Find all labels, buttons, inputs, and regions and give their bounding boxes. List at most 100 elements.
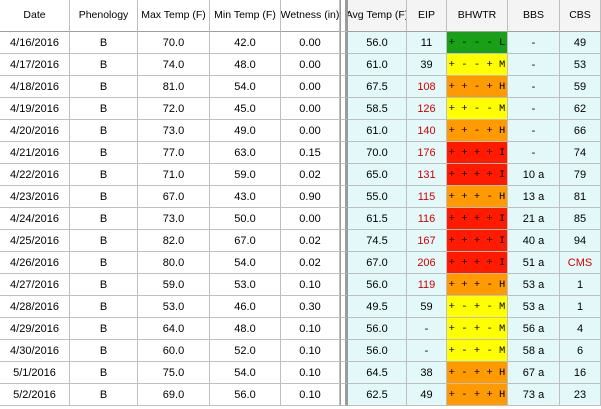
column-splitter[interactable] (340, 98, 348, 120)
cbs-cell: 85 (560, 208, 601, 230)
date-cell: 4/24/2016 (0, 208, 70, 230)
bbs-cell: 40 a (508, 230, 560, 252)
header-bhwtr[interactable]: BHWTR (447, 0, 508, 32)
bhwtr-cell: + + + - H (447, 274, 508, 296)
phenology-cell: B (70, 164, 138, 186)
max-temp-cell: 71.0 (138, 164, 210, 186)
header-cbs[interactable]: CBS (560, 0, 601, 32)
min-temp-cell: 52.0 (210, 340, 281, 362)
max-temp-cell: 64.0 (138, 318, 210, 340)
header-min-temp[interactable]: Min Temp (F) (210, 0, 281, 32)
column-splitter[interactable] (340, 208, 348, 230)
date-cell: 4/25/2016 (0, 230, 70, 252)
phenology-cell: B (70, 362, 138, 384)
avg-temp-cell: 56.0 (348, 340, 407, 362)
column-splitter[interactable] (340, 230, 348, 252)
eip-cell: 115 (407, 186, 447, 208)
bbs-cell: - (508, 98, 560, 120)
column-splitter[interactable] (340, 362, 348, 384)
column-splitter[interactable] (340, 252, 348, 274)
cbs-cell: 53 (560, 54, 601, 76)
column-splitter[interactable] (340, 120, 348, 142)
min-temp-cell: 48.0 (210, 54, 281, 76)
avg-temp-cell: 61.0 (348, 54, 407, 76)
phenology-cell: B (70, 32, 138, 54)
phenology-cell: B (70, 274, 138, 296)
avg-temp-cell: 74.5 (348, 230, 407, 252)
column-splitter[interactable] (340, 186, 348, 208)
wetness-cell: 0.00 (281, 208, 340, 230)
eip-cell: 59 (407, 296, 447, 318)
header-bbs[interactable]: BBS (508, 0, 560, 32)
max-temp-cell: 73.0 (138, 208, 210, 230)
min-temp-cell: 67.0 (210, 230, 281, 252)
eip-cell: - (407, 340, 447, 362)
wetness-cell: 0.10 (281, 340, 340, 362)
column-splitter[interactable] (340, 340, 348, 362)
bbs-cell: 10 a (508, 164, 560, 186)
cbs-cell: 59 (560, 76, 601, 98)
bhwtr-cell: + - - - L (447, 32, 508, 54)
avg-temp-cell: 62.5 (348, 384, 407, 406)
eip-cell: 167 (407, 230, 447, 252)
bhwtr-cell: + + + + I (447, 164, 508, 186)
cbs-cell: 49 (560, 32, 601, 54)
date-cell: 5/2/2016 (0, 384, 70, 406)
bhwtr-cell: + - + + H (447, 362, 508, 384)
column-splitter[interactable] (340, 296, 348, 318)
column-splitter[interactable] (340, 76, 348, 98)
column-splitter[interactable] (340, 54, 348, 76)
date-cell: 4/17/2016 (0, 54, 70, 76)
header-eip[interactable]: EIP (407, 0, 447, 32)
column-splitter[interactable] (340, 142, 348, 164)
header-phenology[interactable]: Phenology (70, 0, 138, 32)
wetness-cell: 0.10 (281, 318, 340, 340)
phenology-cell: B (70, 98, 138, 120)
bbs-cell: 67 a (508, 362, 560, 384)
header-date[interactable]: Date (0, 0, 70, 32)
column-splitter[interactable] (340, 32, 348, 54)
avg-temp-cell: 65.0 (348, 164, 407, 186)
phenology-cell: B (70, 54, 138, 76)
min-temp-cell: 56.0 (210, 384, 281, 406)
bhwtr-cell: + + - + H (447, 76, 508, 98)
column-splitter[interactable] (340, 0, 348, 32)
cbs-cell: 1 (560, 274, 601, 296)
wetness-cell: 0.02 (281, 252, 340, 274)
bbs-cell: - (508, 54, 560, 76)
cbs-cell: 62 (560, 98, 601, 120)
min-temp-cell: 53.0 (210, 274, 281, 296)
phenology-cell: B (70, 252, 138, 274)
eip-cell: 39 (407, 54, 447, 76)
phenology-cell: B (70, 318, 138, 340)
header-wetness[interactable]: Wetness (in) (281, 0, 340, 32)
phenology-cell: B (70, 76, 138, 98)
header-max-temp[interactable]: Max Temp (F) (138, 0, 210, 32)
max-temp-cell: 81.0 (138, 76, 210, 98)
min-temp-cell: 63.0 (210, 142, 281, 164)
date-cell: 4/30/2016 (0, 340, 70, 362)
wetness-cell: 0.00 (281, 120, 340, 142)
date-cell: 4/23/2016 (0, 186, 70, 208)
header-avg-temp[interactable]: Avg Temp (F) (348, 0, 407, 32)
column-splitter[interactable] (340, 384, 348, 406)
avg-temp-cell: 56.0 (348, 274, 407, 296)
column-splitter[interactable] (340, 164, 348, 186)
date-cell: 4/27/2016 (0, 274, 70, 296)
column-splitter[interactable] (340, 318, 348, 340)
cbs-cell: 94 (560, 230, 601, 252)
bhwtr-cell: + + + + I (447, 252, 508, 274)
bbs-cell: 56 a (508, 318, 560, 340)
min-temp-cell: 43.0 (210, 186, 281, 208)
bhwtr-cell: + - + + H (447, 384, 508, 406)
cbs-cell: 74 (560, 142, 601, 164)
eip-cell: 119 (407, 274, 447, 296)
bhwtr-cell: + - - + M (447, 54, 508, 76)
column-splitter[interactable] (340, 274, 348, 296)
bbs-cell: - (508, 32, 560, 54)
eip-cell: 116 (407, 208, 447, 230)
min-temp-cell: 45.0 (210, 98, 281, 120)
cbs-cell: 81 (560, 186, 601, 208)
wetness-cell: 0.90 (281, 186, 340, 208)
